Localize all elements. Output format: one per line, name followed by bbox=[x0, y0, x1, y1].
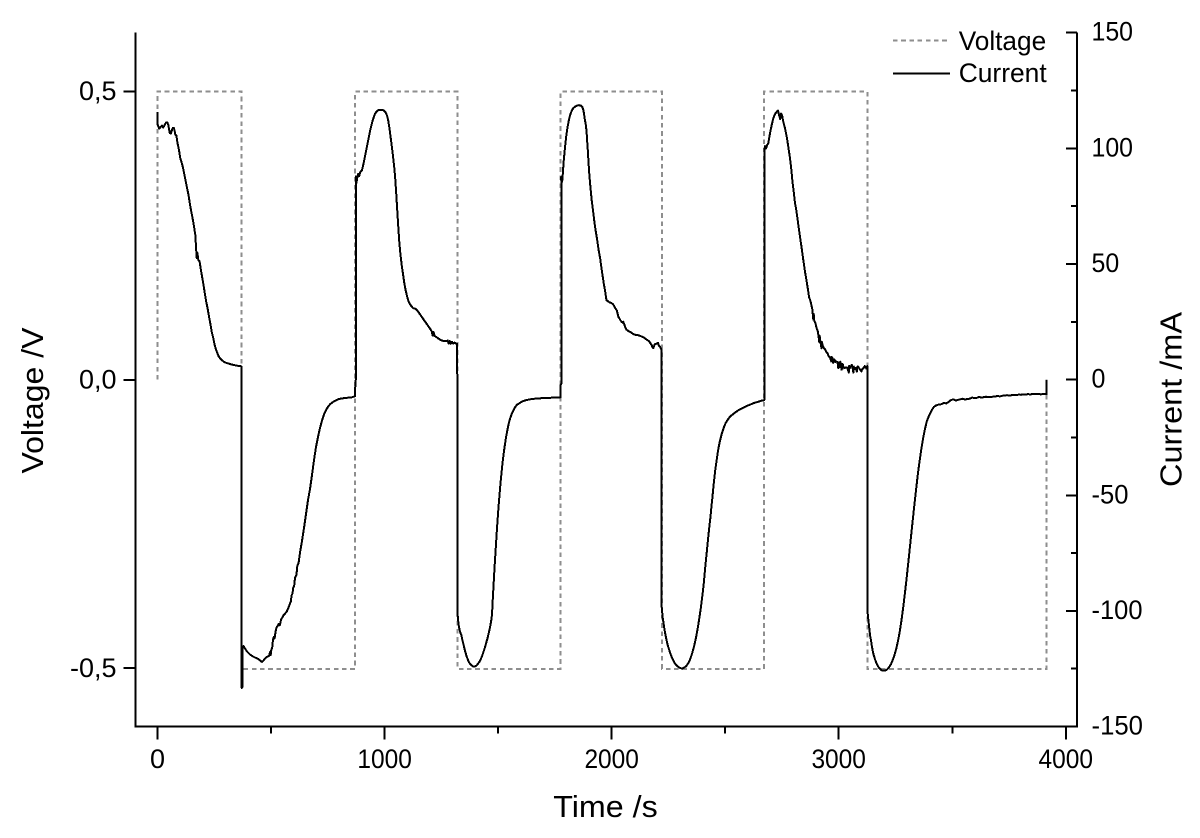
svg-text:3000: 3000 bbox=[811, 744, 866, 774]
svg-text:0,5: 0,5 bbox=[79, 76, 117, 106]
svg-text:Current /mA: Current /mA bbox=[1154, 312, 1189, 487]
svg-text:Time /s: Time /s bbox=[553, 789, 658, 824]
svg-text:-100: -100 bbox=[1092, 595, 1143, 625]
svg-text:-50: -50 bbox=[1092, 479, 1129, 509]
svg-text:100: 100 bbox=[1092, 132, 1134, 162]
svg-text:Current: Current bbox=[959, 58, 1047, 88]
svg-text:-0,5: -0,5 bbox=[70, 653, 117, 683]
svg-text:1000: 1000 bbox=[357, 744, 412, 774]
svg-text:4000: 4000 bbox=[1039, 744, 1094, 774]
svg-text:150: 150 bbox=[1092, 17, 1134, 47]
svg-text:2000: 2000 bbox=[584, 744, 639, 774]
svg-text:50: 50 bbox=[1092, 248, 1120, 278]
svg-text:0: 0 bbox=[1092, 364, 1106, 394]
svg-text:Voltage /V: Voltage /V bbox=[15, 327, 50, 473]
svg-text:0: 0 bbox=[150, 744, 165, 774]
svg-text:-150: -150 bbox=[1092, 711, 1144, 741]
svg-text:0,0: 0,0 bbox=[79, 365, 117, 395]
svg-text:Voltage: Voltage bbox=[959, 26, 1046, 56]
